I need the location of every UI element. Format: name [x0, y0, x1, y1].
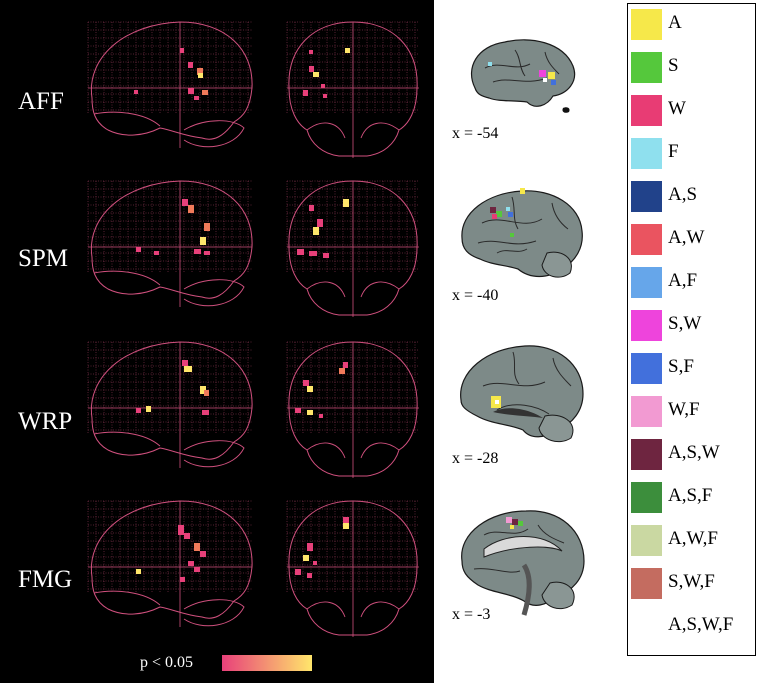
glass-sagittal-fmg: [84, 497, 256, 643]
row-label-spm: SPM: [18, 245, 69, 272]
legend-item-f: F: [628, 136, 755, 171]
legend-swatch: [631, 267, 662, 298]
legend-swatch: [631, 95, 662, 126]
legend-swatch: [631, 52, 662, 83]
legend-swatch: [631, 611, 662, 642]
row-label-wrp: WRP: [18, 408, 73, 435]
row-label-aff: AFF: [18, 88, 64, 115]
legend-swatch: [631, 525, 662, 556]
glass-sagittal-aff: [84, 18, 256, 164]
legend-item-a: A: [628, 7, 755, 42]
legend-label: A,F: [668, 270, 698, 291]
slice-label-1: x = -54: [452, 125, 499, 142]
legend-label: S,F: [668, 356, 694, 377]
glass-coronal-aff: [283, 18, 423, 164]
legend-label: W: [668, 98, 686, 119]
glass-coronal-fmg: [283, 497, 423, 643]
legend-item-awf: A,W,F: [628, 523, 755, 558]
glass-coronal-spm: [283, 177, 423, 323]
legend-swatch: [631, 439, 662, 470]
brain-slice-3: [460, 345, 584, 443]
legend-swatch: [631, 138, 662, 169]
legend-label: A: [668, 12, 682, 33]
legend-item-s: S: [628, 50, 755, 85]
legend-swatch: [631, 9, 662, 40]
colorbar-gradient: [222, 655, 312, 671]
brain-slice-2: [461, 188, 583, 278]
legend-label: S: [668, 55, 679, 76]
glass-coronal-wrp: [283, 338, 423, 484]
glass-sagittal-spm: [84, 177, 256, 323]
legend-label: F: [668, 141, 679, 162]
legend-swatch: [631, 396, 662, 427]
legend-label: A,W,F: [668, 528, 718, 549]
legend-swatch: [631, 224, 662, 255]
legend-item-sw: S,W: [628, 308, 755, 343]
legend-item-w: W: [628, 93, 755, 128]
slice-label-2: x = -40: [452, 287, 499, 304]
glass-sagittal-wrp: [84, 338, 256, 484]
overlap-legend: A S W F A,S A,W A,F S,W S,F W,F A,S,W A,…: [627, 3, 756, 656]
legend-swatch: [631, 568, 662, 599]
brain-slice-4: [461, 510, 585, 616]
legend-label: W,F: [668, 399, 700, 420]
legend-item-as: A,S: [628, 179, 755, 214]
slice-label-4: x = -3: [452, 606, 491, 623]
legend-label: S,W,F: [668, 571, 715, 592]
legend-item-aw: A,W: [628, 222, 755, 257]
legend-item-af: A,F: [628, 265, 755, 300]
legend-item-swf: S,W,F: [628, 566, 755, 601]
brain-slice-1: [470, 39, 576, 113]
legend-label: A,S,W: [668, 442, 720, 463]
legend-label: A,S: [668, 184, 698, 205]
glass-brain-panel: AFF SPM WRP FMG p < 0.05: [0, 0, 434, 683]
legend-swatch: [631, 310, 662, 341]
legend-item-sf: S,F: [628, 351, 755, 386]
legend-swatch: [631, 181, 662, 212]
slice-label-3: x = -28: [452, 450, 499, 467]
legend-item-wf: W,F: [628, 394, 755, 429]
legend-label: A,W: [668, 227, 705, 248]
legend-label: A,S,W,F: [668, 614, 734, 635]
row-label-fmg: FMG: [18, 566, 73, 593]
legend-item-asw: A,S,W: [628, 437, 755, 472]
legend-swatch: [631, 353, 662, 384]
legend-swatch: [631, 482, 662, 513]
legend-item-asf: A,S,F: [628, 480, 755, 515]
legend-label: S,W: [668, 313, 702, 334]
legend-item-aswf: A,S,W,F: [628, 609, 755, 644]
legend-label: A,S,F: [668, 485, 713, 506]
colorbar-label: p < 0.05: [140, 654, 194, 671]
